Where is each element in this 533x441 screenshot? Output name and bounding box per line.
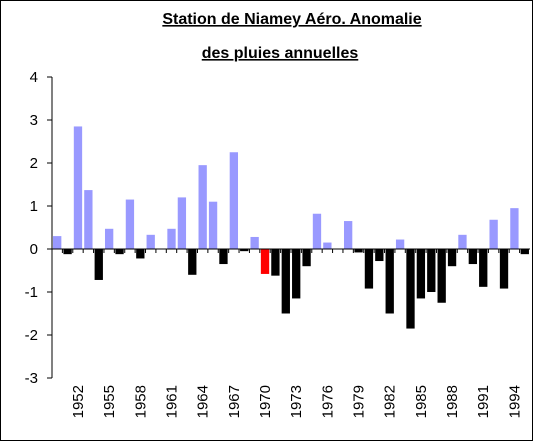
bar <box>364 249 374 289</box>
bar <box>406 249 415 329</box>
bar <box>63 249 72 255</box>
y-tick-label: -1 <box>25 284 38 301</box>
bar <box>73 126 83 249</box>
x-tick-label: 1964 <box>195 385 212 418</box>
bar <box>260 249 270 274</box>
x-tick-label: 1955 <box>101 385 118 418</box>
x-tick-label: 1958 <box>132 385 149 418</box>
x-tick-label: 1994 <box>506 385 523 418</box>
bar <box>229 152 239 249</box>
bar <box>219 249 228 265</box>
bar <box>489 219 498 249</box>
bar <box>302 249 311 267</box>
bar <box>510 208 519 249</box>
y-tick-label: 2 <box>30 155 38 172</box>
x-tick-label: 1991 <box>475 385 492 418</box>
bar <box>136 249 145 259</box>
x-tick-label: 1976 <box>319 385 336 418</box>
x-tick-label: 1970 <box>257 385 274 418</box>
x-tick-label: 1985 <box>413 385 430 418</box>
bar <box>208 201 218 249</box>
y-tick-label: 1 <box>30 198 38 215</box>
chart-title: des pluies annuelles <box>202 45 359 62</box>
bar <box>198 165 207 249</box>
bar <box>354 249 363 253</box>
x-tick-label: 1988 <box>444 385 461 418</box>
bar <box>115 249 124 255</box>
bar <box>520 249 529 255</box>
x-tick-label: 1982 <box>382 385 399 418</box>
bar <box>385 249 394 314</box>
bar <box>271 249 280 276</box>
chart-title: Station de Niamey Aéro. Anomalie <box>162 11 421 28</box>
bar <box>177 197 187 249</box>
x-tick-label: 1979 <box>351 385 368 418</box>
x-tick-label: 1973 <box>288 385 305 418</box>
y-tick-label: 0 <box>30 241 38 258</box>
bar <box>416 249 426 299</box>
bar <box>323 242 332 249</box>
bar <box>343 221 353 249</box>
bar <box>167 228 176 249</box>
bar <box>468 249 478 265</box>
bar <box>84 190 93 249</box>
bar <box>427 249 436 292</box>
x-tick-label: 1961 <box>164 385 181 418</box>
bar <box>499 249 509 289</box>
bar <box>240 249 249 252</box>
bar <box>479 249 488 287</box>
x-tick-label: 1952 <box>70 385 87 418</box>
bar <box>53 236 62 249</box>
bar <box>188 249 197 275</box>
bar <box>125 199 135 249</box>
bar <box>375 249 384 262</box>
y-tick-label: 3 <box>30 112 38 129</box>
bar <box>292 249 301 299</box>
bar <box>395 239 405 249</box>
x-tick-label: 1967 <box>226 385 243 418</box>
bar <box>250 236 259 249</box>
bar <box>437 249 446 303</box>
bar <box>312 213 322 249</box>
y-tick-label: -2 <box>25 327 38 344</box>
bar <box>146 234 155 249</box>
bar <box>281 249 290 314</box>
y-tick-label: -3 <box>25 370 38 387</box>
bar <box>104 228 114 249</box>
bar <box>458 234 467 249</box>
bar <box>94 249 103 280</box>
y-tick-label: 4 <box>30 69 38 86</box>
bar <box>447 249 457 267</box>
